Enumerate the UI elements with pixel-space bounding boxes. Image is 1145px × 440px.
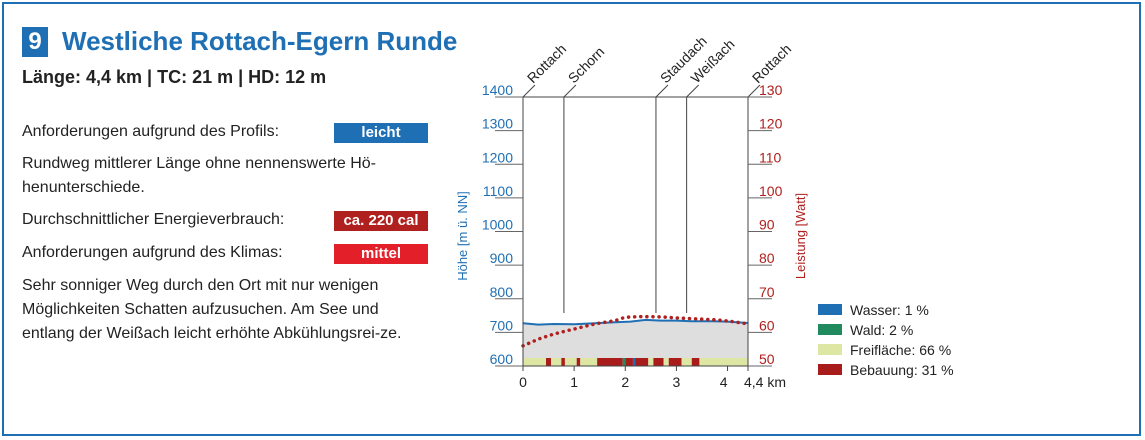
landcover-segment <box>561 358 565 366</box>
x-tick-label: 4,4 km <box>744 374 786 390</box>
place-marker-tick <box>747 84 761 98</box>
legend-swatch <box>818 324 842 335</box>
landcover-segment <box>625 358 633 366</box>
landcover-segment <box>691 358 700 366</box>
y-tick-label-left: 1200 <box>482 149 513 165</box>
place-marker-tick <box>563 84 577 98</box>
landcover-segment <box>668 358 682 366</box>
y-tick-label-right: 110 <box>759 149 782 165</box>
energy-badge: ca. 220 cal <box>334 211 428 231</box>
landcover-segment <box>546 358 552 366</box>
climate-difficulty-badge: mittel <box>334 244 428 264</box>
place-label: Schorn <box>565 43 608 86</box>
y-tick-label-right: 70 <box>759 284 775 300</box>
x-tick-label: 1 <box>570 374 578 390</box>
legend-swatch <box>818 344 842 355</box>
y-tick-label-left: 1100 <box>483 183 513 199</box>
landcover-segment <box>648 358 654 366</box>
legend-label: Freifläche: 66 % <box>850 342 951 358</box>
landcover-segment <box>523 358 547 366</box>
y-axis-label-right: Leistung [Watt] <box>793 193 808 279</box>
elevation-area <box>523 319 748 358</box>
profile-difficulty-badge: leicht <box>334 123 428 143</box>
y-tick-label-left: 800 <box>490 284 514 300</box>
y-tick-label-left: 700 <box>490 317 514 333</box>
x-tick-label: 3 <box>673 374 681 390</box>
route-number-badge: 9 <box>22 27 48 57</box>
x-tick-label: 0 <box>519 374 527 390</box>
landcover-segment <box>597 358 623 366</box>
landcover-segment <box>576 358 581 366</box>
y-tick-label-right: 60 <box>759 317 775 333</box>
legend-label: Bebauung: 31 % <box>850 362 954 378</box>
y-tick-label-left: 600 <box>490 351 514 367</box>
landcover-segment <box>635 358 649 366</box>
landcover-segment <box>663 358 669 366</box>
y-tick-label-left: 1400 <box>482 82 513 98</box>
series-line-leistung <box>521 314 750 348</box>
energy-label: Durchschnittlicher Energieverbrauch: <box>22 211 285 228</box>
legend-label: Wasser: 1 % <box>850 302 929 318</box>
y-tick-label-right: 80 <box>759 250 775 266</box>
place-marker-tick <box>686 84 699 98</box>
landcover-segment <box>564 358 577 366</box>
landcover-segment <box>632 358 636 366</box>
route-stats: Länge: 4,4 km | TC: 21 m | HD: 12 m <box>22 67 327 87</box>
y-tick-label-right: 120 <box>759 116 783 132</box>
y-tick-label-right: 50 <box>759 351 775 367</box>
landcover-segment <box>580 358 598 366</box>
landcover-segment <box>681 358 692 366</box>
y-tick-label-left: 900 <box>490 250 514 266</box>
y-tick-label-left: 1300 <box>482 116 513 132</box>
place-label: Rottach <box>524 41 569 86</box>
x-tick-label: 4 <box>720 374 728 390</box>
legend-swatch <box>818 364 842 375</box>
x-tick-label: 2 <box>621 374 629 390</box>
place-label: Rottach <box>749 41 794 86</box>
series-line-hoehe <box>522 318 749 326</box>
climate-requirement-label: Anforderungen aufgrund des Klimas: <box>22 244 283 261</box>
place-marker-tick <box>655 84 669 98</box>
y-tick-label-right: 130 <box>759 82 783 98</box>
y-tick-label-left: 1000 <box>482 217 513 233</box>
y-tick-label-right: 100 <box>759 183 783 199</box>
route-title: Westliche Rottach-Egern Runde <box>62 26 458 56</box>
landcover-segment <box>551 358 562 366</box>
y-axis-label-left: Höhe [m ü. NN] <box>455 191 470 281</box>
landcover-segment <box>653 358 664 366</box>
y-tick-label-right: 90 <box>759 217 775 233</box>
landcover-segment <box>622 358 626 366</box>
legend-label: Wald: 2 % <box>850 322 913 338</box>
landcover-segment <box>699 358 748 366</box>
legend-swatch <box>818 304 842 315</box>
climate-description: Sehr sonniger Weg durch den Ort mit nur … <box>22 277 402 342</box>
profile-description: Rundweg mittlerer Länge ohne nennenswert… <box>22 155 376 196</box>
place-marker-tick <box>522 84 536 98</box>
profile-requirement-label: Anforderungen aufgrund des Profils: <box>22 123 280 140</box>
